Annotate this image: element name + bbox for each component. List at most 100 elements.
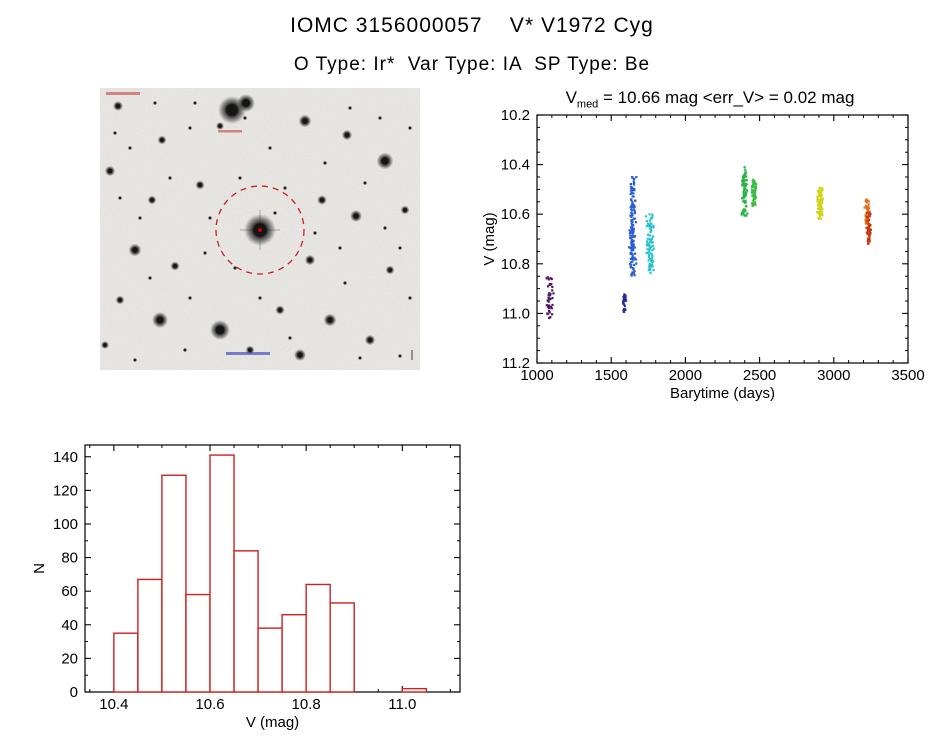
- data-point: [744, 185, 747, 188]
- data-point: [633, 246, 636, 249]
- star-core: [189, 297, 191, 299]
- page-title: IOMC 3156000057 V* V1972 Cyg: [290, 14, 654, 37]
- data-point: [816, 197, 819, 201]
- star-core: [132, 247, 138, 253]
- data-point: [744, 171, 747, 174]
- data-point: [743, 214, 746, 217]
- data-point: [743, 180, 746, 183]
- star-core: [284, 187, 286, 189]
- x-axis-title: V (mag): [246, 714, 299, 731]
- star-core: [384, 227, 386, 229]
- data-point: [647, 243, 651, 246]
- data-point: [650, 263, 653, 267]
- data-point: [743, 166, 746, 169]
- data-point: [750, 191, 753, 194]
- data-point: [867, 218, 871, 222]
- data-point: [740, 197, 744, 200]
- data-point: [630, 222, 633, 225]
- data-point: [865, 211, 868, 214]
- data-point: [650, 241, 653, 244]
- data-point: [744, 174, 747, 177]
- data-point: [651, 215, 654, 218]
- star-core: [344, 282, 346, 284]
- data-point: [630, 273, 633, 276]
- plot-frame: [536, 114, 909, 364]
- data-point: [868, 227, 871, 230]
- y-tick-label: 100: [53, 516, 78, 533]
- histogram-bar: [209, 454, 235, 693]
- data-point: [631, 219, 634, 222]
- data-point: [632, 195, 635, 198]
- data-point: [867, 225, 871, 228]
- data-point: [547, 278, 550, 281]
- star-core: [381, 157, 389, 165]
- data-point: [645, 244, 648, 247]
- data-point: [650, 229, 653, 232]
- data-point: [631, 256, 634, 259]
- histogram-bar: [233, 550, 259, 693]
- data-point: [740, 211, 743, 215]
- star-core: [339, 247, 341, 249]
- data-point: [649, 231, 652, 234]
- data-point: [629, 214, 632, 217]
- data-point: [652, 268, 655, 272]
- data-point: [549, 293, 552, 296]
- data-point: [867, 229, 870, 233]
- data-point: [632, 235, 635, 238]
- data-point: [629, 189, 632, 192]
- data-point: [629, 265, 632, 268]
- data-point: [632, 181, 635, 184]
- data-point: [742, 212, 745, 215]
- data-point: [629, 183, 632, 186]
- target-center-dot: [258, 228, 262, 232]
- star-core: [218, 124, 222, 128]
- data-point: [864, 215, 868, 218]
- data-point: [744, 210, 747, 213]
- data-point: [868, 215, 871, 218]
- data-point: [867, 241, 870, 244]
- data-point: [628, 262, 632, 266]
- data-point: [631, 203, 635, 206]
- data-point: [551, 289, 554, 292]
- star-core: [349, 107, 351, 109]
- star-core: [274, 212, 276, 214]
- star-core: [134, 359, 136, 361]
- data-point: [648, 257, 652, 261]
- star-core: [242, 99, 250, 107]
- data-point: [646, 242, 649, 245]
- data-point: [820, 188, 823, 191]
- data-point: [866, 216, 869, 219]
- data-point: [868, 229, 871, 232]
- data-point: [868, 237, 871, 240]
- star-core: [314, 232, 316, 234]
- y-axis: 10.2 10.4 10.6 10.8 11.0 11.2: [501, 107, 908, 372]
- data-point: [630, 248, 633, 252]
- chart-annotations: [106, 92, 413, 360]
- data-point: [820, 212, 824, 216]
- x-tick-label: 3000: [817, 367, 850, 384]
- data-point: [753, 192, 756, 195]
- star-core: [209, 217, 211, 219]
- page-subtitle: O Type: Ir* Var Type: IA SP Type: Be: [293, 54, 651, 75]
- data-point: [752, 178, 755, 181]
- histogram-bar: [257, 627, 283, 693]
- x-axis-title: Barytime (days): [670, 385, 775, 402]
- star-core: [119, 197, 121, 199]
- data-point: [633, 211, 637, 215]
- data-point: [821, 199, 824, 202]
- red-annotation-mark: [218, 130, 242, 133]
- x-tick-label: 1000: [520, 367, 553, 384]
- data-point: [819, 191, 822, 194]
- data-point: [547, 300, 550, 303]
- star-core: [160, 138, 164, 142]
- data-point: [743, 183, 746, 186]
- data-point: [815, 211, 819, 214]
- data-point: [742, 190, 745, 194]
- data-point: [633, 274, 636, 277]
- data-point: [754, 182, 757, 185]
- star-core: [364, 182, 366, 184]
- data-point: [817, 194, 820, 198]
- data-point: [753, 180, 756, 183]
- data-point: [867, 203, 870, 206]
- data-point: [623, 305, 626, 308]
